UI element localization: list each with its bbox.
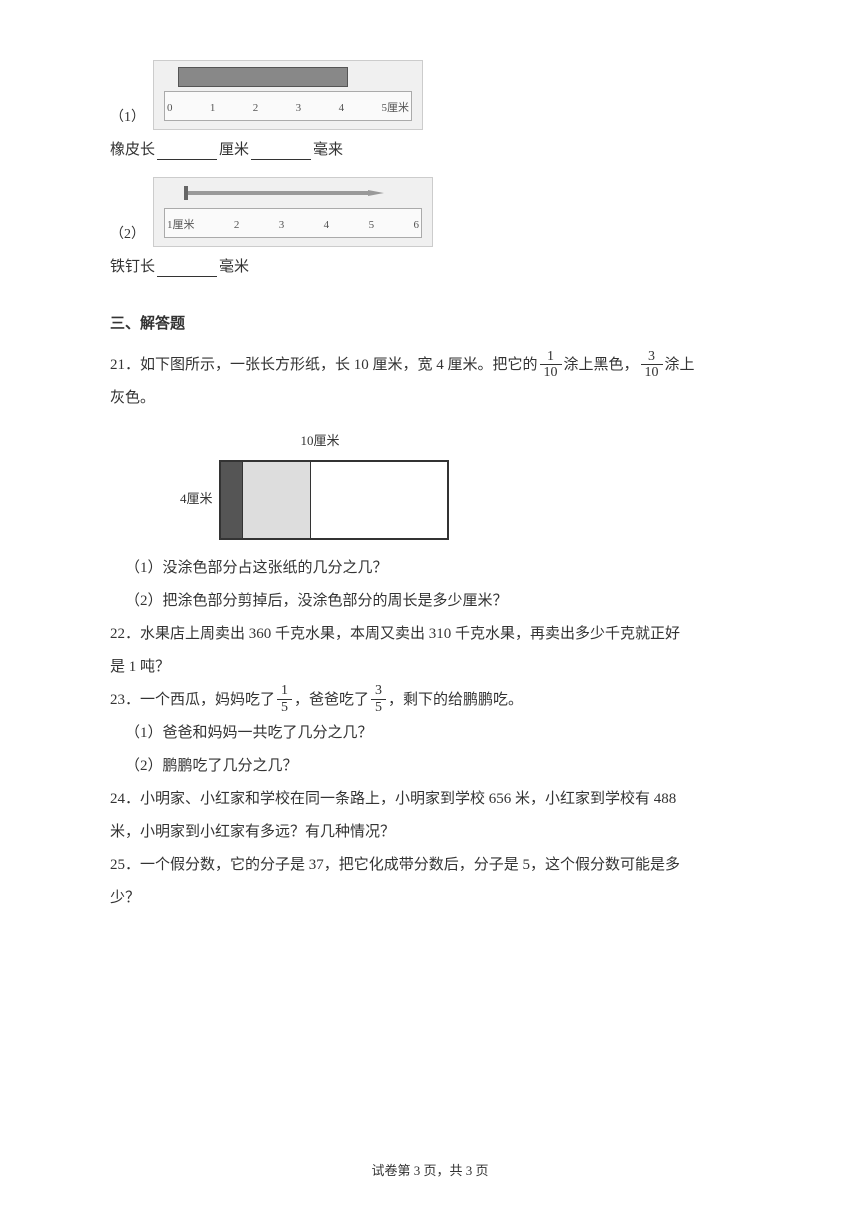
numerator: 3 bbox=[644, 349, 659, 364]
blank-field[interactable] bbox=[157, 259, 217, 277]
q23-sub2: （2）鹏鹏吃了几分之几？ bbox=[110, 750, 750, 783]
q20-part1-text: 橡皮长 厘米 毫来 bbox=[110, 134, 750, 167]
rectangle-box bbox=[219, 460, 449, 540]
ruler-num: 6 bbox=[413, 213, 419, 237]
ruler-numbers: 0 1 2 3 4 5厘米 bbox=[165, 96, 411, 120]
denominator: 10 bbox=[540, 364, 562, 380]
ruler-num: 4 bbox=[339, 96, 345, 120]
q-num: 24． bbox=[110, 783, 140, 816]
ruler-body: 0 1 2 3 4 5厘米 bbox=[164, 91, 412, 121]
nail-ruler-image: 1厘米 2 3 4 5 6 bbox=[153, 177, 433, 247]
text: 铁钉长 bbox=[110, 251, 155, 284]
numerator: 1 bbox=[543, 349, 558, 364]
ruler-num: 0 bbox=[167, 96, 173, 120]
fraction: 1 10 bbox=[540, 349, 562, 381]
fig-top-label: 10厘米 bbox=[180, 427, 460, 456]
q20-part2-figure: （2） 1厘米 2 3 4 5 6 bbox=[110, 177, 750, 251]
ruler-num: 5 bbox=[369, 213, 375, 237]
q20-part2-text: 铁钉长 毫米 bbox=[110, 251, 750, 284]
section-title: 三、解答题 bbox=[110, 308, 750, 341]
q22-line2: 是 1 吨？ bbox=[110, 651, 750, 684]
q-num: 25． bbox=[110, 849, 140, 882]
text: 一个假分数，它的分子是 37，把它化成带分数后，分子是 5，这个假分数可能是多 bbox=[140, 849, 680, 882]
ruler-num: 3 bbox=[279, 213, 285, 237]
numerator: 3 bbox=[371, 683, 386, 698]
eraser-ruler-image: 0 1 2 3 4 5厘米 bbox=[153, 60, 423, 130]
text: ，爸爸吃了 bbox=[294, 684, 369, 717]
nail-icon bbox=[184, 190, 384, 196]
text: 水果店上周卖出 360 千克水果，本周又卖出 310 千克水果，再卖出多少千克就… bbox=[140, 618, 680, 651]
q21-sub1: （1）没涂色部分占这张纸的几分之几？ bbox=[110, 552, 750, 585]
text: 毫来 bbox=[313, 134, 343, 167]
text: 一个西瓜，妈妈吃了 bbox=[140, 684, 275, 717]
q21-line2: 灰色。 bbox=[110, 382, 750, 415]
q23-line1: 23． 一个西瓜，妈妈吃了 1 5 ，爸爸吃了 3 5 ，剩下的给鹏鹏吃。 bbox=[110, 684, 750, 717]
denominator: 10 bbox=[641, 364, 663, 380]
q22-line1: 22． 水果店上周卖出 360 千克水果，本周又卖出 310 千克水果，再卖出多… bbox=[110, 618, 750, 651]
fraction: 3 10 bbox=[641, 349, 663, 381]
ruler-num: 5厘米 bbox=[381, 96, 409, 120]
q20-part2-label: （2） bbox=[110, 220, 145, 251]
ruler-num: 4 bbox=[324, 213, 330, 237]
q-num: 21． bbox=[110, 349, 140, 382]
page-footer: 试卷第 3 页，共 3 页 bbox=[0, 1157, 860, 1186]
text: 厘米 bbox=[219, 134, 249, 167]
fraction: 3 5 bbox=[371, 683, 386, 715]
ruler-body: 1厘米 2 3 4 5 6 bbox=[164, 208, 422, 238]
q20-part1-label: （1） bbox=[110, 103, 145, 134]
gray-segment bbox=[243, 462, 311, 538]
q24-line1: 24． 小明家、小红家和学校在同一条路上，小明家到学校 656 米，小红家到学校… bbox=[110, 783, 750, 816]
text: 小明家、小红家和学校在同一条路上，小明家到学校 656 米，小红家到学校有 48… bbox=[140, 783, 676, 816]
q21-line1: 21． 如下图所示，一张长方形纸，长 10 厘米，宽 4 厘米。把它的 1 10… bbox=[110, 349, 750, 382]
ruler-numbers: 1厘米 2 3 4 5 6 bbox=[165, 213, 421, 237]
eraser-icon bbox=[178, 67, 348, 87]
q20-part1-figure: （1） 0 1 2 3 4 5厘米 bbox=[110, 60, 750, 134]
white-segment bbox=[311, 462, 447, 538]
text: ，剩下的给鹏鹏吃。 bbox=[388, 684, 523, 717]
black-segment bbox=[221, 462, 244, 538]
text: 涂上黑色， bbox=[564, 349, 639, 382]
blank-field[interactable] bbox=[251, 142, 311, 160]
fraction: 1 5 bbox=[277, 683, 292, 715]
q21-figure: 10厘米 4厘米 bbox=[180, 427, 460, 540]
q-num: 23． bbox=[110, 684, 140, 717]
q24-line2: 米，小明家到小红家有多远？有几种情况？ bbox=[110, 816, 750, 849]
text: 如下图所示，一张长方形纸，长 10 厘米，宽 4 厘米。把它的 bbox=[140, 349, 538, 382]
ruler-num: 3 bbox=[296, 96, 302, 120]
text: 毫米 bbox=[219, 251, 249, 284]
q25-line1: 25． 一个假分数，它的分子是 37，把它化成带分数后，分子是 5，这个假分数可… bbox=[110, 849, 750, 882]
numerator: 1 bbox=[277, 683, 292, 698]
fig-left-label: 4厘米 bbox=[180, 485, 213, 514]
ruler-num: 1 bbox=[210, 96, 216, 120]
text: 橡皮长 bbox=[110, 134, 155, 167]
q-num: 22． bbox=[110, 618, 140, 651]
ruler-num: 2 bbox=[234, 213, 240, 237]
denominator: 5 bbox=[277, 699, 292, 715]
ruler-num: 2 bbox=[253, 96, 259, 120]
q21-sub2: （2）把涂色部分剪掉后，没涂色部分的周长是多少厘米？ bbox=[110, 585, 750, 618]
q25-line2: 少？ bbox=[110, 882, 750, 915]
text: 涂上 bbox=[665, 349, 695, 382]
q23-sub1: （1）爸爸和妈妈一共吃了几分之几？ bbox=[110, 717, 750, 750]
denominator: 5 bbox=[371, 699, 386, 715]
ruler-num: 1厘米 bbox=[167, 213, 195, 237]
blank-field[interactable] bbox=[157, 142, 217, 160]
